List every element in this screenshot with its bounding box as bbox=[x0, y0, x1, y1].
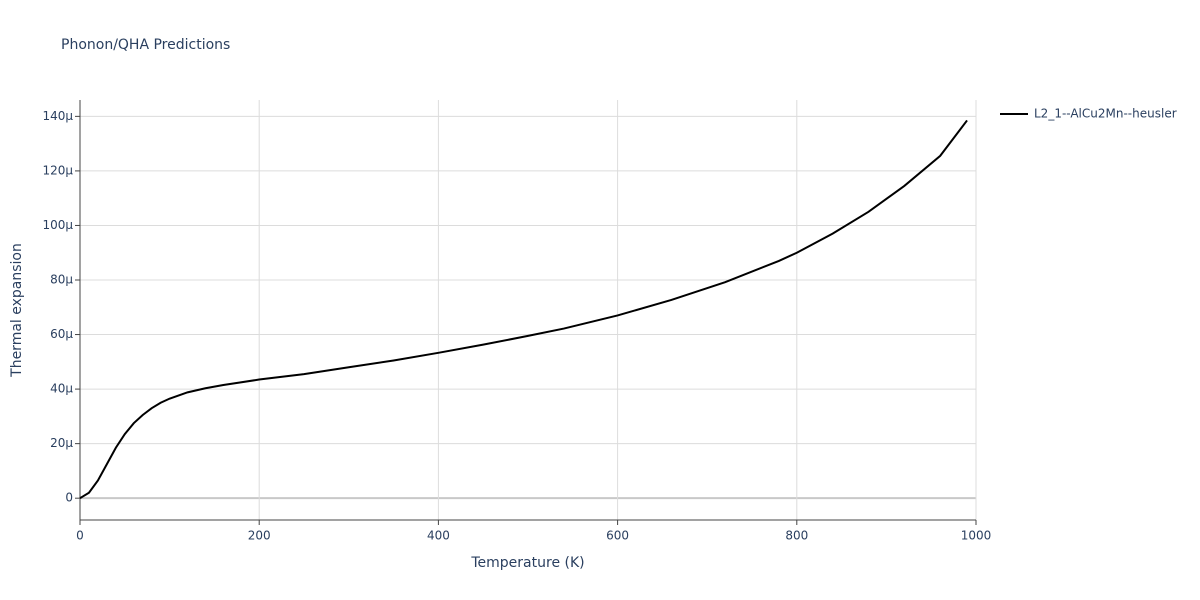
y-tick-label: 40μ bbox=[50, 382, 73, 396]
y-tick-label: 20μ bbox=[50, 436, 73, 450]
x-tick-label: 800 bbox=[785, 529, 808, 543]
x-axis-title: Temperature (K) bbox=[470, 555, 584, 571]
legend-label: L2_1--AlCu2Mn--heusler bbox=[1034, 107, 1177, 121]
y-tick-label: 80μ bbox=[50, 273, 73, 287]
y-tick-label: 100μ bbox=[42, 218, 73, 232]
y-tick-label: 0 bbox=[65, 491, 73, 505]
x-tick-label: 200 bbox=[248, 529, 271, 543]
x-tick-label: 1000 bbox=[961, 529, 992, 543]
chart-title: Phonon/QHA Predictions bbox=[61, 37, 230, 53]
y-axis-title: Thermal expansion bbox=[9, 243, 25, 378]
y-tick-label: 140μ bbox=[42, 109, 73, 123]
data-line bbox=[79, 119, 968, 500]
x-tick-label: 0 bbox=[76, 529, 84, 543]
x-tick-label: 400 bbox=[427, 529, 450, 543]
x-tick-label: 600 bbox=[606, 529, 629, 543]
y-tick-label: 60μ bbox=[50, 327, 73, 341]
y-tick-label: 120μ bbox=[42, 163, 73, 177]
